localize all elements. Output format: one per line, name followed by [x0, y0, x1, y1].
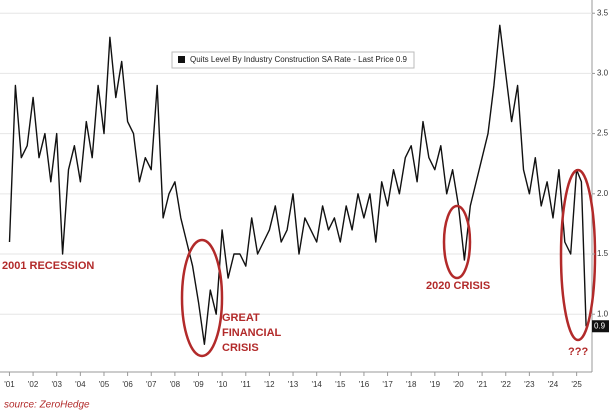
x-tick-label: '22 [501, 380, 512, 389]
y-tick-label: 1.5 [597, 249, 609, 258]
legend-box [171, 51, 415, 69]
annotation: CRISIS [222, 342, 259, 354]
legend-swatch [178, 56, 185, 63]
x-tick-label: '08 [170, 380, 181, 389]
annotation: 2001 RECESSION [2, 260, 94, 272]
x-tick-label: '14 [311, 380, 322, 389]
x-tick-label: '20 [453, 380, 464, 389]
source: source: ZeroHedge [4, 400, 90, 410]
x-tick-label: '10 [217, 380, 228, 389]
x-tick-label: '16 [359, 380, 370, 389]
x-tick-label: '23 [524, 380, 535, 389]
annotation: 2020 CRISIS [426, 280, 490, 292]
y-tick-label: 1.0 [597, 309, 609, 318]
x-tick-label: '01 [4, 380, 15, 389]
legend-text: Quits Level By Industry Construction SA … [190, 55, 408, 64]
x-tick-label: '06 [122, 380, 133, 389]
last-price-box [592, 320, 609, 333]
highlight-ellipse [442, 204, 472, 280]
x-tick-label: '21 [477, 380, 488, 389]
x-tick-label: '03 [51, 380, 62, 389]
annotation: ??? [568, 346, 588, 358]
x-tick-label: '07 [146, 380, 157, 389]
x-tick-label: '13 [288, 380, 299, 389]
x-tick-label: '11 [241, 380, 251, 389]
y-tick-label: 2.0 [597, 189, 609, 198]
annotation: GREAT [222, 312, 260, 324]
x-tick-label: '05 [99, 380, 110, 389]
highlight-ellipse [180, 238, 224, 358]
x-tick-label: '12 [264, 380, 275, 389]
x-tick-label: '09 [193, 380, 204, 389]
last-price-label: 0.9 [594, 321, 606, 330]
x-tick-label: '02 [28, 380, 39, 389]
x-tick-label: '04 [75, 380, 86, 389]
y-tick-label: 3.5 [597, 8, 609, 17]
x-tick-label: '17 [382, 380, 393, 389]
x-tick-label: '19 [430, 380, 441, 389]
x-tick-label: '18 [406, 380, 417, 389]
annotation: FINANCIAL [222, 327, 282, 339]
y-tick-label: 3.0 [597, 69, 609, 78]
y-tick-label: 2.5 [597, 129, 609, 138]
x-tick-label: '25 [571, 380, 582, 389]
highlight-ellipse [559, 168, 597, 342]
x-tick-label: '15 [335, 380, 346, 389]
x-tick-label: '24 [548, 380, 559, 389]
series-line [8, 24, 587, 345]
